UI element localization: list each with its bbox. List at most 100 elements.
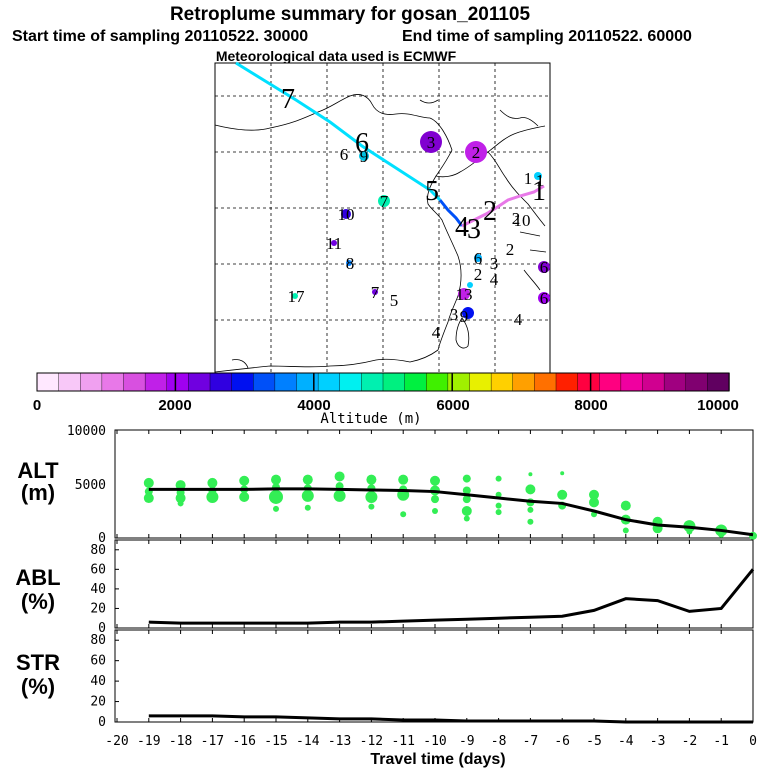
alt-point [495, 491, 502, 498]
cluster-label: 17 [288, 287, 306, 306]
alt-point [301, 489, 314, 502]
y-tick-label: 80 [90, 543, 106, 558]
x-tick-label: -17 [201, 734, 224, 749]
cluster-label: 6 [474, 249, 483, 268]
colorbar-cell [101, 372, 125, 392]
cluster-label: 7 [380, 192, 389, 211]
x-tick-label: -16 [232, 734, 255, 749]
x-tick-label: -1 [713, 734, 729, 749]
trajectory-label: 5 [425, 176, 439, 207]
colorbar-cell [361, 372, 384, 392]
x-tick-labels: -20 -19 -18 -17 -16 -15 -14 -13 -12 -11 -10 -9 -8 -7-… [105, 734, 757, 749]
cluster-label: 2 [512, 209, 521, 228]
alt-point [304, 504, 311, 511]
cluster-label: 1 [524, 169, 533, 188]
cluster-label: 6 [540, 258, 549, 277]
colorbar-cell [663, 372, 687, 392]
x-tick-label: 0 [749, 734, 757, 749]
x-tick-label: -19 [137, 734, 160, 749]
alt-point [718, 531, 725, 538]
colorbar-cell [80, 372, 103, 392]
cluster-marker [292, 293, 298, 299]
colorbar-cell [469, 372, 492, 392]
trajectory-label: 4 [455, 212, 469, 243]
alt-point [302, 474, 313, 485]
alt-point [527, 506, 534, 513]
str-ylabel-line2: (%) [21, 674, 55, 699]
alt-mean-line [148, 487, 754, 537]
alt-points [143, 471, 757, 540]
cluster-marker [467, 282, 473, 288]
colorbar-cell [339, 372, 363, 392]
alt-point [560, 471, 565, 476]
alt-ylabel-line2: (m) [21, 480, 55, 505]
cluster-label: 3 [490, 254, 499, 273]
alt-point [431, 495, 439, 504]
alt-point [273, 505, 279, 512]
colorbar-cell [274, 372, 298, 392]
alt-point [589, 497, 599, 508]
colorbar-tick: 10000 [697, 397, 739, 414]
colorbar-cells [36, 372, 730, 392]
colorbar-cell [707, 372, 730, 392]
map-panel: 7 6 5 4 3 2 1 3 2 [214, 61, 551, 374]
alt-point [333, 489, 346, 502]
cluster-marker [462, 307, 474, 319]
cluster-marker [372, 289, 378, 295]
abl-ylabel-line1: ABL [15, 565, 60, 590]
x-tick-label: -11 [391, 734, 414, 749]
x-tick-label: -7 [523, 734, 539, 749]
alt-point [143, 477, 154, 488]
cluster-marker [359, 151, 369, 161]
str-ylabel-line1: STR [16, 650, 60, 675]
colorbar-cell [123, 372, 146, 392]
met-data-text: Meteorological data used is ECMWF [216, 48, 457, 64]
alt-point [462, 474, 471, 483]
cluster-marker [331, 240, 337, 246]
trajectory-label: 1 [532, 176, 546, 207]
colorbar: 0 2000 4000 6000 8000 10000 Altitude (m) [33, 372, 739, 427]
x-tick-label: -15 [264, 734, 287, 749]
alt-ytick: 0 [98, 531, 106, 546]
x-tick-label: -14 [296, 734, 320, 749]
alt-point [589, 489, 599, 500]
colorbar-ticks: 0 2000 4000 6000 8000 10000 [33, 397, 739, 414]
colorbar-cell [620, 372, 644, 392]
cluster-label: 8 [346, 254, 355, 273]
cluster-label: 1 [536, 171, 545, 190]
alt-point [462, 495, 471, 504]
cluster-label: 10 [514, 211, 531, 230]
cluster-marker [534, 172, 542, 180]
y-tick-label: 40 [90, 582, 106, 597]
alt-point [557, 489, 568, 500]
x-tick-label: -20 [105, 734, 128, 749]
x-tick-label: -2 [682, 734, 698, 749]
cluster-label: 2 [474, 265, 483, 284]
y-tick-label: 80 [90, 633, 106, 648]
trajectory-label: 2 [483, 196, 497, 227]
cluster-label: 9 [460, 307, 469, 326]
cluster-label: 6 [340, 145, 349, 164]
alt-point [462, 486, 471, 495]
alt-point [400, 511, 407, 518]
colorbar-cell [188, 372, 211, 392]
cluster-label: 13 [456, 285, 473, 304]
x-tick-label: -12 [360, 734, 383, 749]
alt-point [175, 480, 186, 491]
colorbar-cell [599, 372, 622, 392]
alt-point [525, 484, 536, 495]
colorbar-cell [253, 372, 276, 392]
cluster-markers [292, 131, 550, 319]
trajectory-label: 7 [281, 84, 295, 115]
alt-point [461, 506, 472, 516]
cluster-marker [538, 261, 550, 273]
alt-point [143, 493, 154, 504]
colorbar-cell [36, 372, 60, 392]
cluster-label: 9 [360, 147, 369, 166]
colorbar-tick: 2000 [158, 397, 191, 414]
x-axis-label: Travel time (days) [370, 751, 505, 768]
abl-ylabel-line2: (%) [21, 589, 55, 614]
alt-point [527, 518, 534, 525]
x-tick-label: -4 [618, 734, 634, 749]
colorbar-cell [577, 372, 600, 392]
